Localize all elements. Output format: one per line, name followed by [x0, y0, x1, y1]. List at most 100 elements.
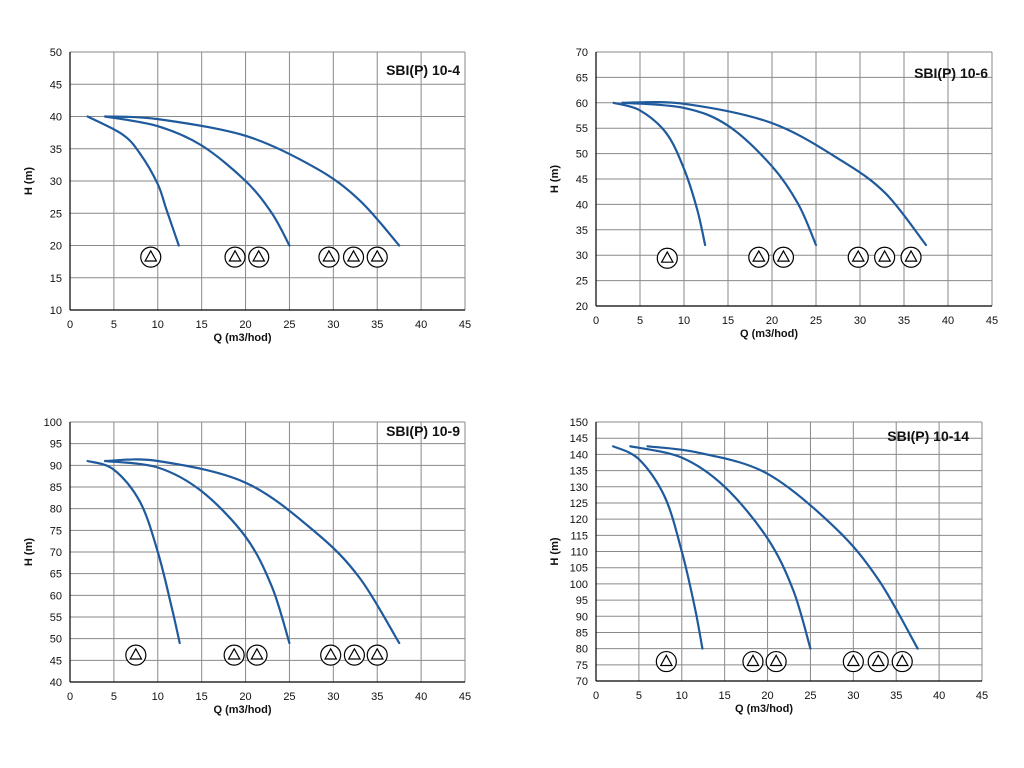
y-axis-label: H (m)	[549, 537, 561, 565]
chart-panel-sbip-10-14: 0 5 10 15 20 25 30 35 40 45 70 75 80 85 90 95 100 105 110 1…	[549, 417, 988, 715]
pump-circle	[842, 650, 864, 673]
y-tick-label: 45	[576, 174, 588, 186]
y-tick-label: 95	[50, 439, 62, 451]
y-tick-label: 95	[576, 595, 588, 607]
x-axis-label: Q (m3/hod)	[213, 704, 271, 716]
pump-circle	[318, 246, 340, 268]
y-tick-label: 70	[50, 547, 62, 559]
grid	[69, 51, 466, 311]
pump-triangle	[877, 249, 892, 262]
y-tick-label: 15	[50, 273, 62, 285]
chart-panel-sbip-10-6: 0 5 10 15 20 25 30 35 40 45 20 25 30 35 40 45 50 55 60 65 70…	[549, 47, 998, 340]
pump-triangle	[895, 654, 909, 667]
pump-symbol-icon	[772, 246, 795, 268]
pump-symbol-icon	[246, 644, 268, 666]
y-tick-label: 55	[50, 612, 62, 624]
pump-circle	[343, 644, 365, 666]
pump-triangle	[370, 647, 384, 660]
y-tick-label: 40	[50, 112, 62, 124]
pump-circle	[246, 644, 268, 666]
grid	[595, 421, 983, 682]
pump-triangle	[346, 249, 361, 262]
x-tick-label: 10	[152, 691, 164, 703]
pump-symbol-icon	[842, 650, 864, 673]
pump-circle	[874, 246, 896, 268]
y-tick-label: 130	[570, 482, 588, 494]
y-tick-label: 140	[570, 449, 588, 461]
pump-triangle	[322, 249, 336, 262]
pump-curve-line-3	[621, 100, 928, 247]
x-axis-label: Q (m3/hod)	[213, 332, 271, 344]
pump-circle	[867, 650, 889, 673]
pump-triangle	[904, 249, 918, 262]
y-tick-label: 60	[50, 590, 62, 602]
y-axis-label: H (m)	[23, 167, 35, 195]
x-tick-label: 40	[933, 690, 945, 702]
pump-symbol-icon	[891, 650, 913, 673]
pump-symbol-icon	[125, 644, 147, 666]
pump-triangle	[660, 250, 674, 263]
y-tick-label: 75	[576, 660, 588, 672]
x-tick-label: 0	[67, 319, 73, 331]
x-tick-label: 35	[890, 690, 902, 702]
y-tick-label: 20	[576, 301, 588, 313]
x-tick-label: 35	[371, 691, 383, 703]
grid	[69, 421, 466, 683]
pump-circle	[772, 246, 795, 268]
chart-title: SBI(P) 10-14	[887, 428, 969, 444]
pump-circle	[224, 246, 246, 268]
pump-symbol-icon	[343, 644, 365, 666]
pump-symbol-icon	[765, 650, 787, 673]
x-tick-label: 40	[415, 691, 427, 703]
pump-circle	[223, 644, 245, 666]
y-tick-label: 60	[576, 98, 588, 110]
x-tick-label: 40	[415, 319, 427, 331]
y-tick-label: 90	[576, 611, 588, 623]
pump-curve-line-2	[104, 459, 291, 645]
pump-symbol-icon	[248, 246, 270, 268]
pump-curve-line-2	[629, 445, 812, 650]
pump-triangle	[323, 647, 338, 660]
y-tick-label: 45	[50, 655, 62, 667]
y-tick-label: 65	[50, 569, 62, 581]
pump-symbol-icon	[900, 246, 922, 268]
pump-circle	[847, 246, 869, 268]
pump-triangle	[752, 249, 766, 262]
pump-circle	[742, 650, 764, 673]
pump-triangle	[370, 249, 384, 262]
y-tick-label: 40	[576, 199, 588, 211]
y-tick-label: 125	[570, 498, 588, 510]
pump-symbol-icon	[342, 246, 365, 268]
pump-triangle	[871, 654, 885, 667]
y-tick-label: 35	[576, 225, 588, 237]
chart-panel-sbip-10-9: 0 5 10 15 20 25 30 35 40 45 40 45 50 55 60 65 70 75 80 85 90…	[23, 417, 471, 716]
y-tick-label: 70	[576, 47, 588, 59]
x-tick-label: 5	[111, 319, 117, 331]
y-tick-label: 100	[570, 579, 588, 591]
y-tick-label: 105	[570, 563, 588, 575]
pump-circle	[366, 644, 388, 666]
x-tick-label: 15	[196, 319, 208, 331]
y-tick-label: 45	[50, 79, 62, 91]
x-tick-label: 5	[637, 315, 643, 327]
y-tick-label: 65	[576, 72, 588, 84]
y-tick-label: 30	[576, 250, 588, 262]
y-tick-label: 135	[570, 466, 588, 478]
x-tick-label: 20	[239, 319, 251, 331]
pump-circle	[342, 246, 365, 268]
grid	[595, 51, 993, 307]
pump-triangle	[129, 647, 143, 660]
pump-circle	[125, 644, 147, 666]
pump-symbol-icon	[140, 246, 162, 268]
pump-circle	[748, 246, 770, 268]
x-tick-label: 0	[593, 690, 599, 702]
x-tick-label: 25	[804, 690, 816, 702]
y-tick-label: 70	[576, 676, 588, 688]
pump-circle	[320, 644, 342, 666]
y-tick-label: 80	[50, 504, 62, 516]
pump-symbol-icon	[742, 650, 764, 673]
x-tick-label: 10	[678, 315, 690, 327]
pump-symbol-icon	[656, 247, 678, 269]
y-tick-label: 25	[576, 276, 588, 288]
pump-curve-line-3	[104, 458, 401, 645]
